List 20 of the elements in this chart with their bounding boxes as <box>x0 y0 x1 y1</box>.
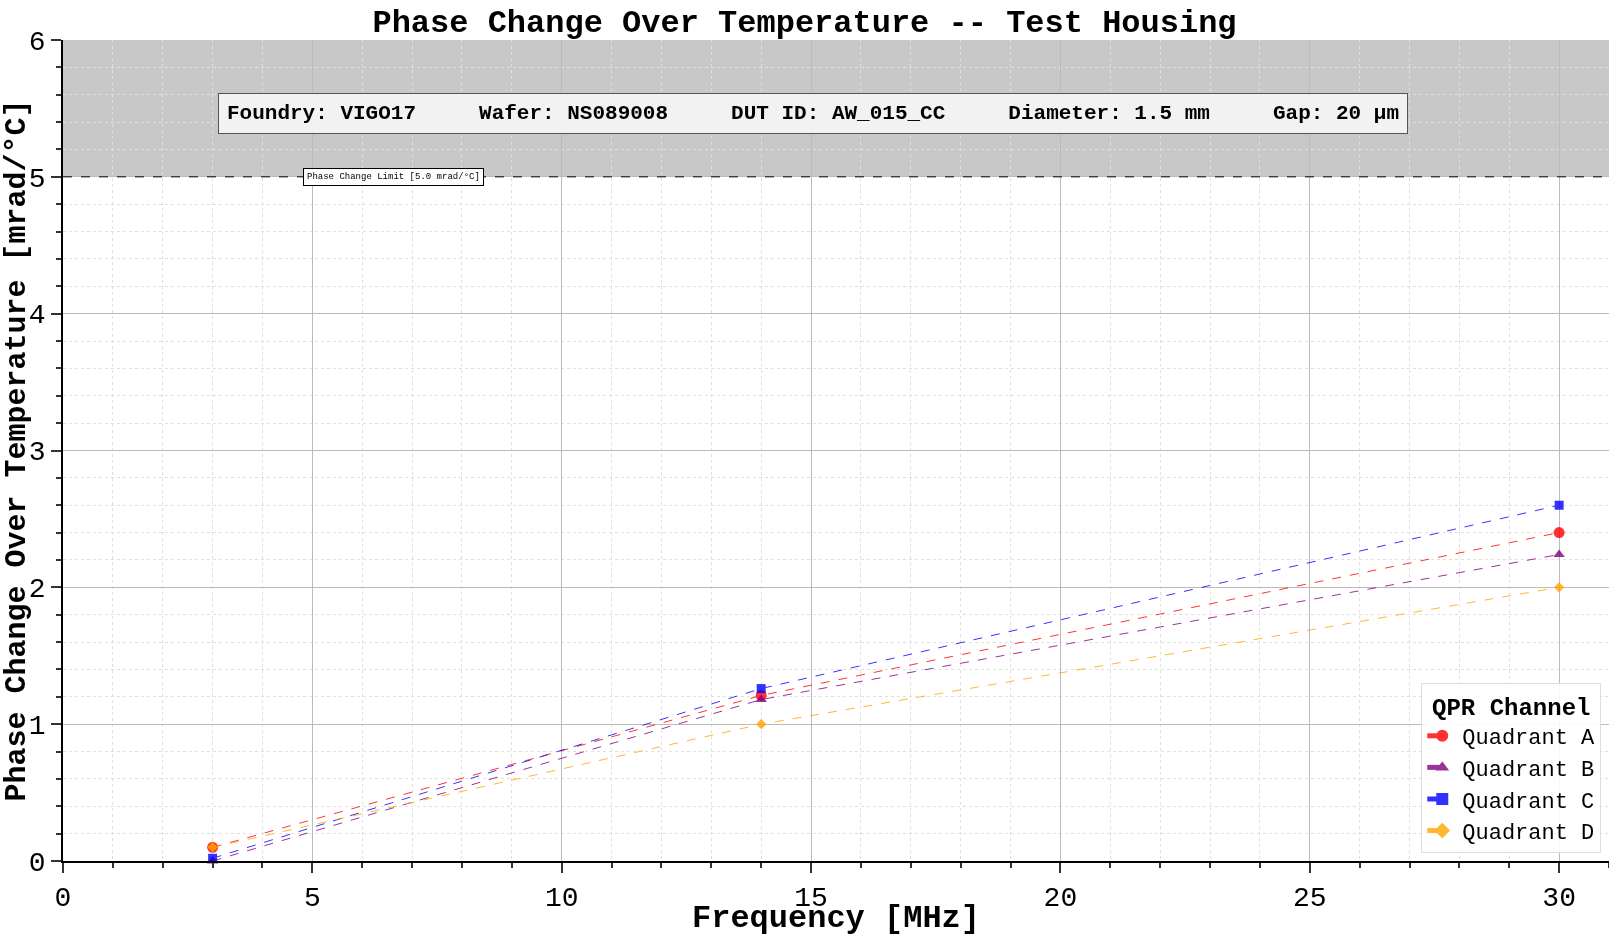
y-tick-label: 6 <box>28 26 46 58</box>
y-tick-label: 4 <box>28 300 46 332</box>
ref-line-label: Phase Change Limit [5.0 mrad/°C] <box>307 172 480 182</box>
x-tick-label: 20 <box>1043 883 1078 915</box>
x-tick-label: 10 <box>544 883 579 915</box>
x-tick-label: 5 <box>303 883 321 915</box>
x-tick-label: 0 <box>54 883 72 915</box>
chart-title: Phase Change Over Temperature -- Test Housing <box>372 4 1237 42</box>
legend-label: Quadrant A <box>1462 726 1596 752</box>
legend-label: Quadrant D <box>1462 821 1595 847</box>
legend-title: QPR Channel <box>1432 694 1591 722</box>
y-tick-label: 3 <box>28 437 46 469</box>
x-tick-label: 25 <box>1292 883 1327 915</box>
legend-label: Quadrant B <box>1462 757 1595 783</box>
y-tick-label: 2 <box>28 574 46 606</box>
annotation: Foundry: VIGO17 Wafer: NS089008 DUT ID: AW_015_CC Diameter: 1.5 mm Gap: 20 µm <box>227 102 1399 125</box>
legend-label: Quadrant C <box>1462 789 1595 815</box>
x-tick-label: 30 <box>1542 883 1576 915</box>
y-tick-label: 5 <box>28 163 46 195</box>
y-tick-label: 0 <box>28 847 46 879</box>
